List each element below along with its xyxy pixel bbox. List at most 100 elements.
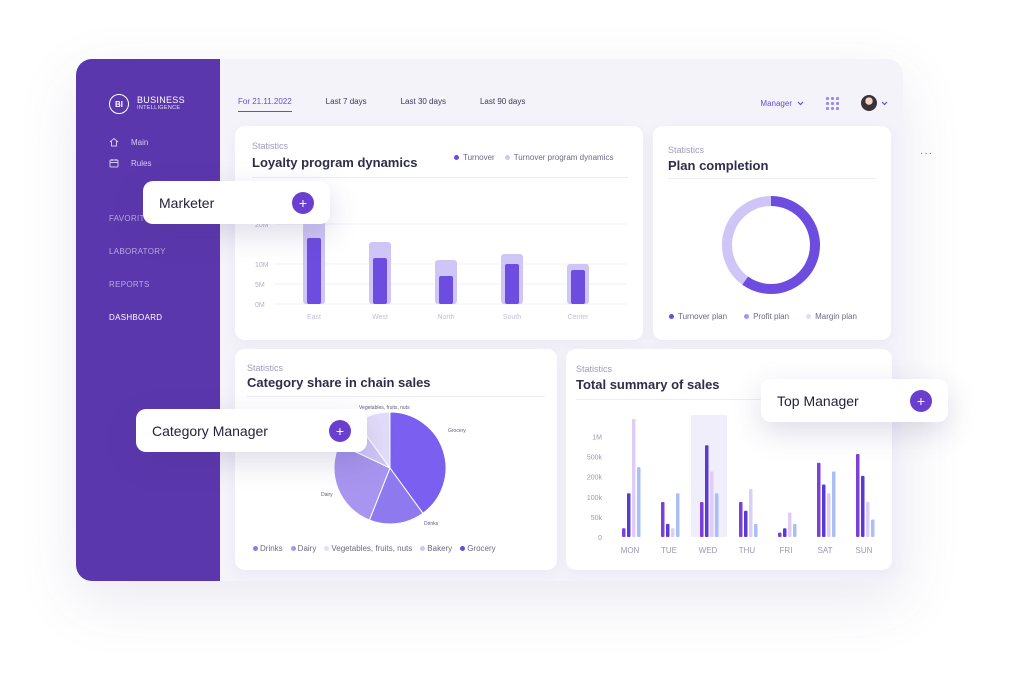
card-title: Plan completion xyxy=(668,158,769,173)
legend-item-drinks[interactable]: Drinks xyxy=(253,544,283,553)
plan-legend: Turnover plan Profit plan Margin plan xyxy=(669,312,857,321)
sales-bar xyxy=(671,528,675,537)
loyalty-legend: Turnover Turnover program dynamics xyxy=(454,153,613,162)
legend-item-vegetables[interactable]: Vegetables, fruits, nuts xyxy=(324,544,412,553)
x-tick-label: Center xyxy=(567,314,589,321)
sidebar-item-rules[interactable]: Rules xyxy=(109,158,151,168)
calendar-icon xyxy=(109,159,119,168)
sales-bar xyxy=(715,493,719,537)
role-select[interactable]: Manager xyxy=(760,99,804,108)
legend-item-dairy[interactable]: Dairy xyxy=(290,544,316,553)
pie-slice-label: Dairy xyxy=(321,492,333,498)
category-card: Statistics Category share in chain sales… xyxy=(235,349,557,570)
pie-slice-label: Grocery xyxy=(448,428,466,434)
sales-bar xyxy=(622,528,626,537)
y-tick-label: 10M xyxy=(255,262,269,269)
more-options-icon[interactable]: ··· xyxy=(920,148,933,159)
tab-last-90-days[interactable]: Last 90 days xyxy=(479,97,526,106)
add-marketer-button[interactable]: + xyxy=(292,191,314,214)
sales-bar xyxy=(739,502,743,537)
sales-bar xyxy=(856,453,860,537)
pie-slice xyxy=(368,466,424,525)
sales-bar xyxy=(676,493,680,537)
legend-item-bakery[interactable]: Bakery xyxy=(420,544,452,553)
brand-badge: BI xyxy=(109,94,129,114)
legend-item-grocery[interactable]: Grocery xyxy=(460,544,496,553)
sales-bar xyxy=(749,488,753,537)
legend-item-turnover-plan[interactable]: Turnover plan xyxy=(669,312,727,321)
role-label: Category Manager xyxy=(152,422,268,439)
sales-bar xyxy=(783,528,787,537)
card-kicker: Statistics xyxy=(247,363,284,373)
legend-item-turnover[interactable]: Turnover xyxy=(454,153,495,162)
divider xyxy=(252,177,628,178)
divider xyxy=(247,396,545,397)
sales-bar xyxy=(788,512,792,537)
plan-card: Statistics Plan completion Turnover plan… xyxy=(653,126,891,340)
x-tick-label: TUE xyxy=(661,546,677,555)
sales-bar xyxy=(754,523,758,537)
card-kicker: Statistics xyxy=(252,141,289,151)
sidebar-item-label: Rules xyxy=(131,158,152,168)
header-actions: Manager xyxy=(760,95,888,111)
add-top-manager-button[interactable]: + xyxy=(910,389,932,412)
sidebar-item-label: Main xyxy=(131,137,149,147)
marketer-role-card[interactable]: Marketer + xyxy=(143,181,330,224)
y-tick-label: 5M xyxy=(255,282,265,289)
sidebar-section-dashboard[interactable]: DASHBOARD xyxy=(109,313,163,322)
sales-bar xyxy=(705,445,709,537)
y-tick-label: 100k xyxy=(587,495,603,502)
x-tick-label: THU xyxy=(739,546,756,555)
y-tick-label: 200k xyxy=(587,475,603,482)
legend-item-profit-plan[interactable]: Profit plan xyxy=(744,312,789,321)
sidebar-item-main[interactable]: Main xyxy=(109,137,148,147)
legend-item-turnover-program[interactable]: Turnover program dynamics xyxy=(504,153,613,162)
x-tick-label: North xyxy=(437,314,454,321)
date-range-tabs: For 21.11.2022 Last 7 days Last 30 days … xyxy=(238,97,525,112)
x-tick-label: MON xyxy=(621,546,640,555)
y-tick-label: 50k xyxy=(591,515,603,522)
brand-name: BUSINESS INTELLIGENCE xyxy=(137,96,185,112)
sales-bar xyxy=(700,502,704,537)
brand-logo[interactable]: BI BUSINESS INTELLIGENCE xyxy=(109,94,185,114)
role-label: Marketer xyxy=(159,194,215,211)
divider xyxy=(576,399,880,400)
tab-last-7-days[interactable]: Last 7 days xyxy=(325,97,367,106)
sidebar-section-reports[interactable]: REPORTS xyxy=(109,280,150,289)
sales-bar xyxy=(710,471,714,537)
bar-turnover xyxy=(373,258,387,304)
pie-slice-label: Vegetables, fruits, nuts xyxy=(359,405,410,411)
y-tick-label: 500k xyxy=(587,455,603,462)
x-tick-label: East xyxy=(307,314,321,321)
divider xyxy=(668,178,876,179)
sidebar-section-favorites[interactable]: FAVORITES xyxy=(109,214,157,223)
loyalty-bar-chart: 0M 5M 10M 20M East West North South Center xyxy=(255,216,627,321)
role-select-value: Manager xyxy=(760,98,792,108)
legend-item-margin-plan[interactable]: Margin plan xyxy=(806,312,857,321)
card-kicker: Statistics xyxy=(576,364,613,374)
bar-turnover xyxy=(571,270,585,304)
category-manager-role-card[interactable]: Category Manager + xyxy=(136,409,367,452)
top-manager-role-card[interactable]: Top Manager + xyxy=(761,379,948,422)
card-kicker: Statistics xyxy=(668,145,705,155)
add-category-manager-button[interactable]: + xyxy=(329,419,351,442)
summary-bar-chart: 0 50k 100k 200k 500k 1M MON TUE WED THU FRI SAT SUN xyxy=(587,415,875,555)
sidebar-section-laboratory[interactable]: LABORATORY xyxy=(109,247,166,256)
sales-bar xyxy=(778,532,782,537)
avatar xyxy=(861,95,877,111)
app-window: BI BUSINESS INTELLIGENCE Main Rules FAVO… xyxy=(76,59,903,581)
x-tick-label: South xyxy=(503,314,521,321)
sales-bar xyxy=(861,475,865,537)
sales-bar xyxy=(627,493,631,537)
loyalty-card: Statistics Loyalty program dynamics Turn… xyxy=(235,126,643,340)
brand-name-line1: BUSINESS xyxy=(137,95,185,105)
role-label: Top Manager xyxy=(777,392,859,409)
sales-bar xyxy=(661,502,665,537)
tab-last-30-days[interactable]: Last 30 days xyxy=(400,97,446,106)
sales-bar xyxy=(832,471,836,537)
apps-grid-icon[interactable] xyxy=(826,96,839,110)
category-pie-chart: Drinks Dairy Vegetables, fruits, nuts Groce… xyxy=(321,405,466,527)
user-menu[interactable] xyxy=(861,95,888,111)
card-title: Loyalty program dynamics xyxy=(252,155,418,170)
tab-today[interactable]: For 21.11.2022 xyxy=(238,97,292,112)
